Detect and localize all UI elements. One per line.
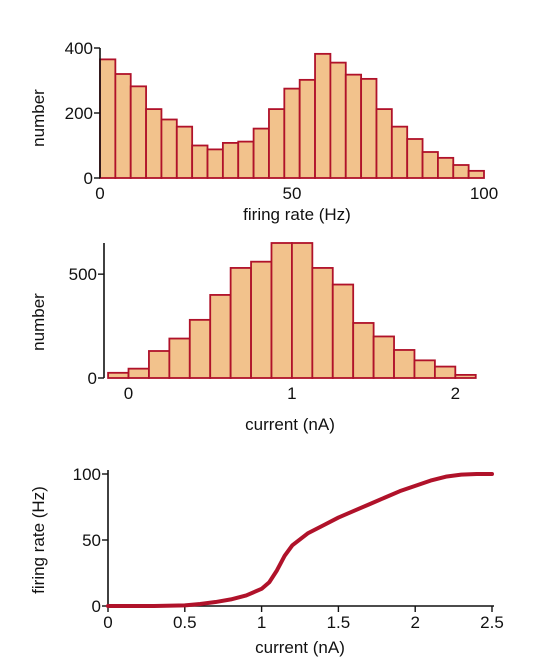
histogram-bar xyxy=(331,283,355,379)
histogram-bar xyxy=(99,58,117,179)
histogram-bar xyxy=(372,335,395,379)
x-tick-label: 1 xyxy=(287,384,296,403)
x-tick-label: 50 xyxy=(283,184,302,203)
histogram-bar xyxy=(311,267,334,379)
y-tick-label: 0 xyxy=(84,169,93,188)
histogram-bar xyxy=(237,140,255,179)
histogram-bar xyxy=(329,61,347,179)
histogram-bar xyxy=(250,260,273,379)
histogram-bar xyxy=(390,125,409,179)
y-tick-label: 100 xyxy=(73,465,101,484)
histogram-bar xyxy=(298,78,316,179)
x-tick-label: 100 xyxy=(470,184,498,203)
x-axis-title: current (nA) xyxy=(245,415,335,434)
x-axis-title: current (nA) xyxy=(255,638,345,657)
fi-curve-line xyxy=(106,472,494,608)
x-tick-label: 0 xyxy=(95,184,104,203)
histogram-bar xyxy=(270,242,293,379)
histogram-bar xyxy=(268,108,286,179)
x-tick-label: 0 xyxy=(124,384,133,403)
histogram-bar xyxy=(283,87,301,179)
histogram-bars xyxy=(107,242,477,379)
axes: 0 50 100 0 0.5 1 1.5 2 2.5 xyxy=(73,465,504,632)
histogram-bar xyxy=(229,267,252,379)
histogram-bar xyxy=(209,294,232,379)
histogram-bar xyxy=(145,108,163,179)
histogram-bar xyxy=(437,156,455,179)
histogram-bar xyxy=(314,52,332,179)
histogram-bar xyxy=(168,337,191,379)
histogram-bar xyxy=(452,164,470,179)
y-axis-title: number xyxy=(29,89,48,147)
panel-current-histogram: 0 500 0 1 2 current (nA) number xyxy=(29,242,477,434)
x-tick-label: 1.5 xyxy=(327,613,351,632)
y-tick-label: 200 xyxy=(65,104,93,123)
histogram-bar xyxy=(360,77,378,179)
histogram-bars xyxy=(99,52,485,179)
x-tick-label: 0.5 xyxy=(173,613,197,632)
x-tick-label: 1 xyxy=(257,613,266,632)
y-tick-label: 400 xyxy=(65,39,93,58)
histogram-bar xyxy=(175,125,194,179)
histogram-bar xyxy=(127,367,150,379)
histogram-bar xyxy=(160,118,178,179)
histogram-bar xyxy=(252,127,270,179)
histogram-bar xyxy=(114,73,132,179)
histogram-bar xyxy=(433,365,457,379)
y-tick-label: 50 xyxy=(82,531,101,550)
x-tick-label: 2 xyxy=(410,613,419,632)
histogram-bar xyxy=(352,322,375,379)
x-tick-label: 0 xyxy=(103,613,112,632)
y-tick-label: 0 xyxy=(88,369,97,388)
y-axis-title: number xyxy=(29,293,48,351)
histogram-bar xyxy=(191,144,209,179)
axes: 0 500 0 1 2 xyxy=(69,243,460,403)
histogram-bar xyxy=(454,373,477,379)
histogram-bar xyxy=(188,318,212,379)
histogram-bar xyxy=(221,141,240,179)
y-tick-label: 0 xyxy=(92,597,101,616)
y-axis-title: firing rate (Hz) xyxy=(29,486,48,594)
histogram-bar xyxy=(206,148,224,179)
histogram-bar xyxy=(413,359,436,379)
histogram-bar xyxy=(467,169,485,179)
panel-fi-curve: 0 50 100 0 0.5 1 1.5 2 2.5 current (nA) firing r… xyxy=(29,465,504,657)
y-tick-label: 500 xyxy=(69,265,97,284)
histogram-bar xyxy=(421,151,439,179)
histogram-bar xyxy=(291,242,314,379)
histogram-bar xyxy=(344,73,363,179)
histogram-bar xyxy=(406,138,424,179)
histogram-bar xyxy=(107,371,130,379)
histogram-bar xyxy=(129,85,147,179)
x-tick-label: 2 xyxy=(451,384,460,403)
panel-firing-rate-histogram: 0 200 400 0 50 100 firing rate (Hz) number xyxy=(29,39,498,224)
histogram-bar xyxy=(393,349,416,379)
x-tick-label: 2.5 xyxy=(480,613,504,632)
histogram-bar xyxy=(375,108,393,179)
axes: 0 200 400 0 50 100 xyxy=(65,39,499,203)
histogram-bar xyxy=(148,350,171,379)
x-axis-title: firing rate (Hz) xyxy=(243,205,351,224)
